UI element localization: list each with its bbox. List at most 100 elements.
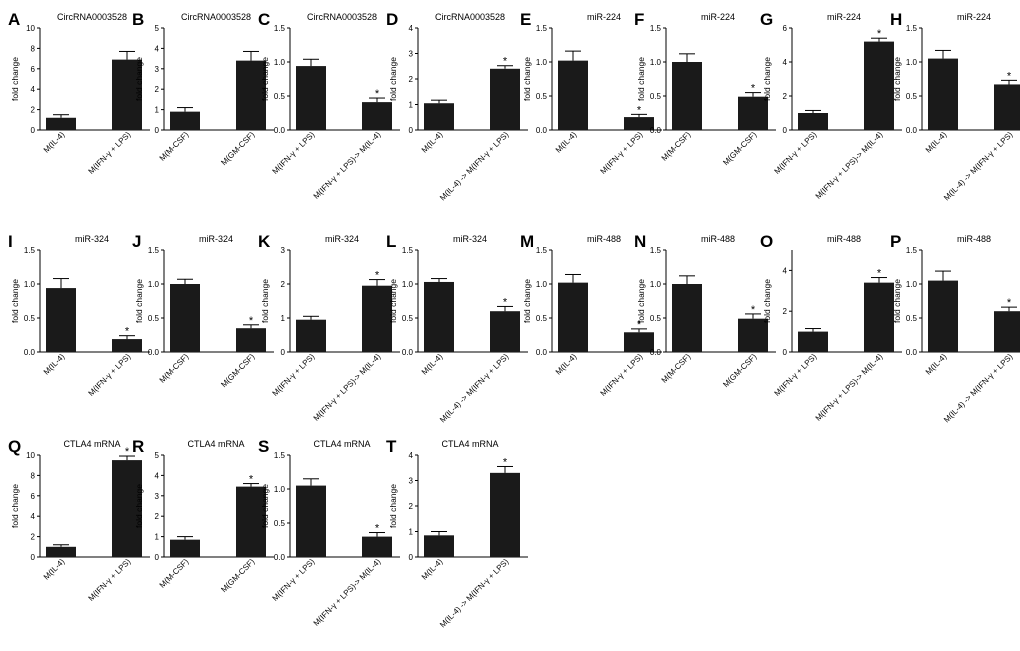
panel-title: miR-224 bbox=[701, 12, 735, 22]
category-label: M(IL-4) -> M(IFN-γ + LPS) bbox=[438, 130, 511, 203]
y-tick-label: 4 bbox=[31, 512, 36, 521]
bar bbox=[46, 117, 76, 130]
category-label: M(IL-4) bbox=[924, 130, 949, 155]
panel-letter: I bbox=[8, 232, 13, 251]
category-label: M(IL-4) bbox=[42, 557, 67, 582]
bar bbox=[296, 319, 326, 352]
y-tick-label: 0.0 bbox=[536, 126, 548, 135]
bar bbox=[928, 58, 958, 130]
y-axis-label: fold change bbox=[388, 484, 398, 528]
y-tick-label: 10 bbox=[26, 24, 35, 33]
panel-title: CTLA4 mRNA bbox=[441, 439, 498, 449]
category-label: M(IFN-γ + LPS) bbox=[271, 352, 317, 398]
bar bbox=[170, 539, 200, 557]
y-tick-label: 4 bbox=[31, 85, 36, 94]
y-tick-label: 1.5 bbox=[650, 246, 662, 255]
significance-marker: * bbox=[249, 474, 254, 486]
y-tick-label: 3 bbox=[155, 65, 160, 74]
panel-title: CircRNA0003528 bbox=[57, 12, 127, 22]
y-tick-label: 8 bbox=[31, 471, 36, 480]
category-label: M(IL-4) bbox=[420, 352, 445, 377]
panel-r: R CTLA4 mRNA fold change 0 1 2 3 4 5 M(M-CSF) * M(G… bbox=[132, 437, 274, 594]
significance-marker: * bbox=[375, 523, 380, 535]
category-label: M(IL-4) bbox=[420, 130, 445, 155]
y-tick-label: 1.0 bbox=[24, 280, 36, 289]
panel-a: A CircRNA0003528 fold change 0 2 4 6 8 10 M(IL-4)… bbox=[8, 10, 150, 176]
category-label: M(IFN-γ + LPS)-> M(IL-4) bbox=[312, 352, 383, 423]
bar bbox=[424, 281, 454, 352]
bar bbox=[424, 103, 454, 130]
y-tick-label: 0 bbox=[31, 553, 36, 562]
panel-c: C CircRNA0003528 fold change 0.0 0.5 1.0 1.5 M(… bbox=[258, 10, 400, 201]
bar bbox=[864, 41, 894, 130]
y-tick-label: 0 bbox=[155, 126, 160, 135]
y-tick-label: 1.0 bbox=[274, 58, 286, 67]
category-label: M(M-CSF) bbox=[158, 352, 191, 385]
category-label: M(IL-4) bbox=[924, 352, 949, 377]
panel-title: miR-324 bbox=[325, 234, 359, 244]
significance-marker: * bbox=[877, 28, 882, 40]
category-label: M(M-CSF) bbox=[660, 130, 693, 163]
y-tick-label: 0.5 bbox=[650, 314, 662, 323]
y-tick-label: 0 bbox=[783, 348, 788, 357]
panel-q: Q CTLA4 mRNA fold change 0 2 4 6 8 10 M(IL-4) * M(I… bbox=[8, 437, 150, 603]
y-tick-label: 0 bbox=[31, 126, 36, 135]
bar bbox=[738, 96, 768, 130]
panel-title: miR-224 bbox=[587, 12, 621, 22]
panel-letter: G bbox=[760, 10, 773, 29]
y-tick-label: 0.0 bbox=[24, 348, 36, 357]
bar bbox=[624, 117, 654, 130]
category-label: M(IFN-γ + LPS) bbox=[599, 352, 645, 398]
y-tick-label: 1.5 bbox=[650, 24, 662, 33]
panel-title: miR-324 bbox=[199, 234, 233, 244]
bar bbox=[672, 284, 702, 352]
panel-letter: O bbox=[760, 232, 773, 251]
significance-marker: * bbox=[1007, 70, 1012, 82]
y-tick-label: 0.5 bbox=[274, 92, 286, 101]
bar bbox=[864, 282, 894, 352]
y-tick-label: 1.5 bbox=[148, 246, 160, 255]
y-axis-label: fold change bbox=[10, 279, 20, 323]
bar bbox=[994, 84, 1020, 130]
category-label: M(IL-4) -> M(IFN-γ + LPS) bbox=[942, 130, 1015, 203]
significance-marker: * bbox=[637, 104, 642, 116]
y-tick-label: 1.5 bbox=[536, 24, 548, 33]
panel-letter: A bbox=[8, 10, 20, 29]
category-label: M(IL-4) -> M(IFN-γ + LPS) bbox=[438, 557, 511, 630]
y-axis-label: fold change bbox=[892, 57, 902, 101]
panel-title: CTLA4 mRNA bbox=[313, 439, 370, 449]
panel-s: S CTLA4 mRNA fold change 0.0 0.5 1.0 1.5 M(IFN-… bbox=[258, 437, 400, 628]
significance-marker: * bbox=[637, 319, 642, 331]
category-label: M(IL-4) bbox=[554, 352, 579, 377]
y-tick-label: 0.5 bbox=[906, 314, 918, 323]
significance-marker: * bbox=[375, 270, 380, 282]
panel-b: B CircRNA0003528 fold change 0 1 2 3 4 5 M(M-CSF)… bbox=[132, 10, 274, 167]
category-label: M(IL-4) bbox=[42, 130, 67, 155]
panel-title: miR-488 bbox=[827, 234, 861, 244]
y-tick-label: 1.5 bbox=[24, 246, 36, 255]
y-tick-label: 2 bbox=[31, 106, 36, 115]
y-tick-label: 0.0 bbox=[650, 126, 662, 135]
y-tick-label: 2 bbox=[783, 92, 788, 101]
y-tick-label: 0.5 bbox=[536, 92, 548, 101]
bar bbox=[46, 546, 76, 557]
y-tick-label: 0.0 bbox=[402, 348, 414, 357]
y-axis-label: fold change bbox=[134, 279, 144, 323]
significance-marker: * bbox=[375, 88, 380, 100]
y-tick-label: 2 bbox=[409, 75, 414, 84]
panel-letter: C bbox=[258, 10, 270, 29]
category-label: M(IFN-γ + LPS)-> M(IL-4) bbox=[312, 130, 383, 201]
y-tick-label: 6 bbox=[31, 492, 36, 501]
y-tick-label: 3 bbox=[409, 477, 414, 486]
panel-title: miR-224 bbox=[827, 12, 861, 22]
y-axis-label: fold change bbox=[388, 279, 398, 323]
y-tick-label: 0 bbox=[783, 126, 788, 135]
y-tick-label: 2 bbox=[155, 512, 160, 521]
y-tick-label: 6 bbox=[783, 24, 788, 33]
bar bbox=[798, 113, 828, 130]
panel-letter: N bbox=[634, 232, 646, 251]
panel-letter: P bbox=[890, 232, 901, 251]
